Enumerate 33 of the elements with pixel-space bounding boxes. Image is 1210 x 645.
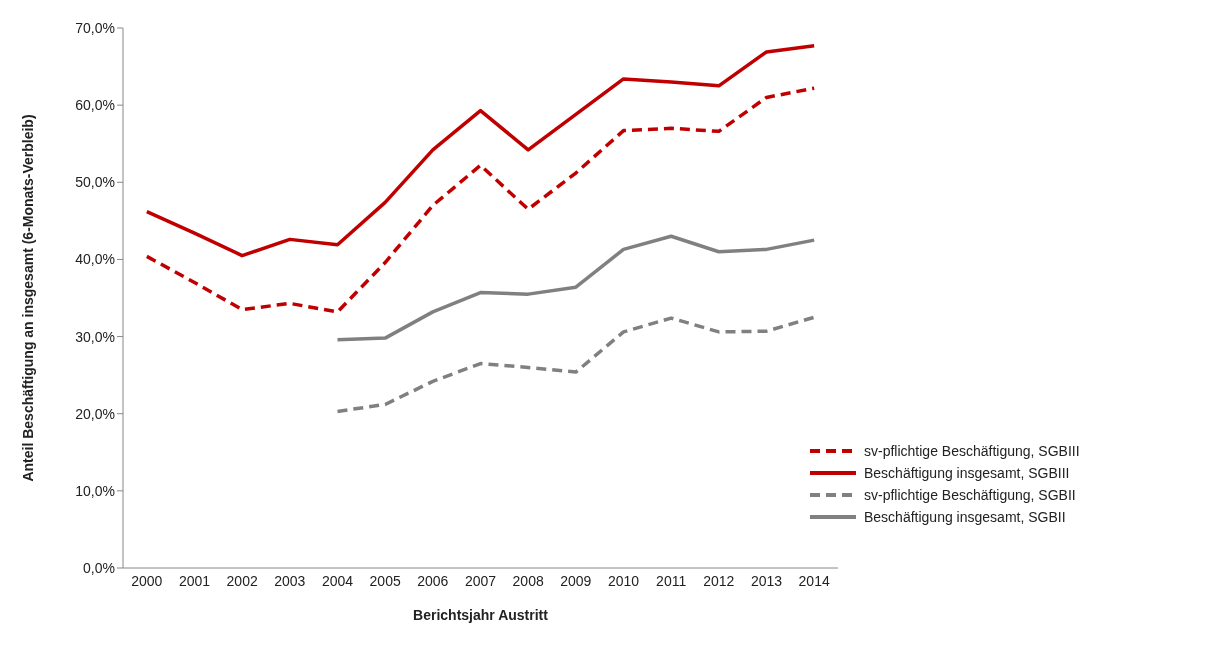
legend-label: Beschäftigung insgesamt, SGBIII bbox=[864, 465, 1070, 481]
x-axis-title: Berichtsjahr Austritt bbox=[413, 607, 549, 623]
x-tick-label: 2002 bbox=[226, 572, 258, 589]
y-tick-label: 40,0% bbox=[75, 251, 115, 268]
x-tick-label: 2001 bbox=[178, 572, 211, 589]
x-tick-label: 2013 bbox=[750, 572, 783, 589]
x-tick-label: 2003 bbox=[274, 572, 306, 589]
y-tick-label: 20,0% bbox=[75, 405, 115, 422]
y-tick-label: 0,0% bbox=[83, 559, 115, 576]
line-series bbox=[335, 234, 816, 342]
legend-label: sv-pflichtige Beschäftigung, SGBIII bbox=[864, 443, 1080, 459]
x-tick-label: 2007 bbox=[464, 572, 497, 589]
legend-label: Beschäftigung insgesamt, SGBII bbox=[864, 509, 1066, 525]
x-tick-label: 2004 bbox=[321, 572, 354, 589]
y-tick-label: 60,0% bbox=[75, 97, 115, 114]
y-axis-title: Anteil Beschäftigung an insgesamt (6-Monats-Verbleib) bbox=[19, 114, 36, 482]
y-tick-label: 10,0% bbox=[75, 482, 115, 499]
line-series bbox=[145, 43, 816, 258]
x-tick-label: 2011 bbox=[656, 572, 687, 589]
x-tick-label: 2000 bbox=[131, 572, 163, 589]
x-tick-label: 2005 bbox=[369, 572, 401, 589]
legend-label: sv-pflichtige Beschäftigung, SGBII bbox=[864, 487, 1076, 503]
x-tick-label: 2009 bbox=[560, 572, 592, 589]
y-tick-label: 70,0% bbox=[75, 19, 115, 36]
x-tick-label: 2008 bbox=[512, 572, 544, 589]
x-tick-label: 2012 bbox=[703, 572, 735, 589]
x-tick-label: 2014 bbox=[798, 572, 830, 589]
line-series bbox=[145, 86, 816, 314]
y-tick-label: 50,0% bbox=[75, 174, 115, 191]
x-tick-label: 2010 bbox=[607, 572, 640, 589]
line-series bbox=[335, 315, 816, 414]
x-tick-label: 2006 bbox=[417, 572, 449, 589]
y-tick-label: 30,0% bbox=[75, 328, 115, 345]
